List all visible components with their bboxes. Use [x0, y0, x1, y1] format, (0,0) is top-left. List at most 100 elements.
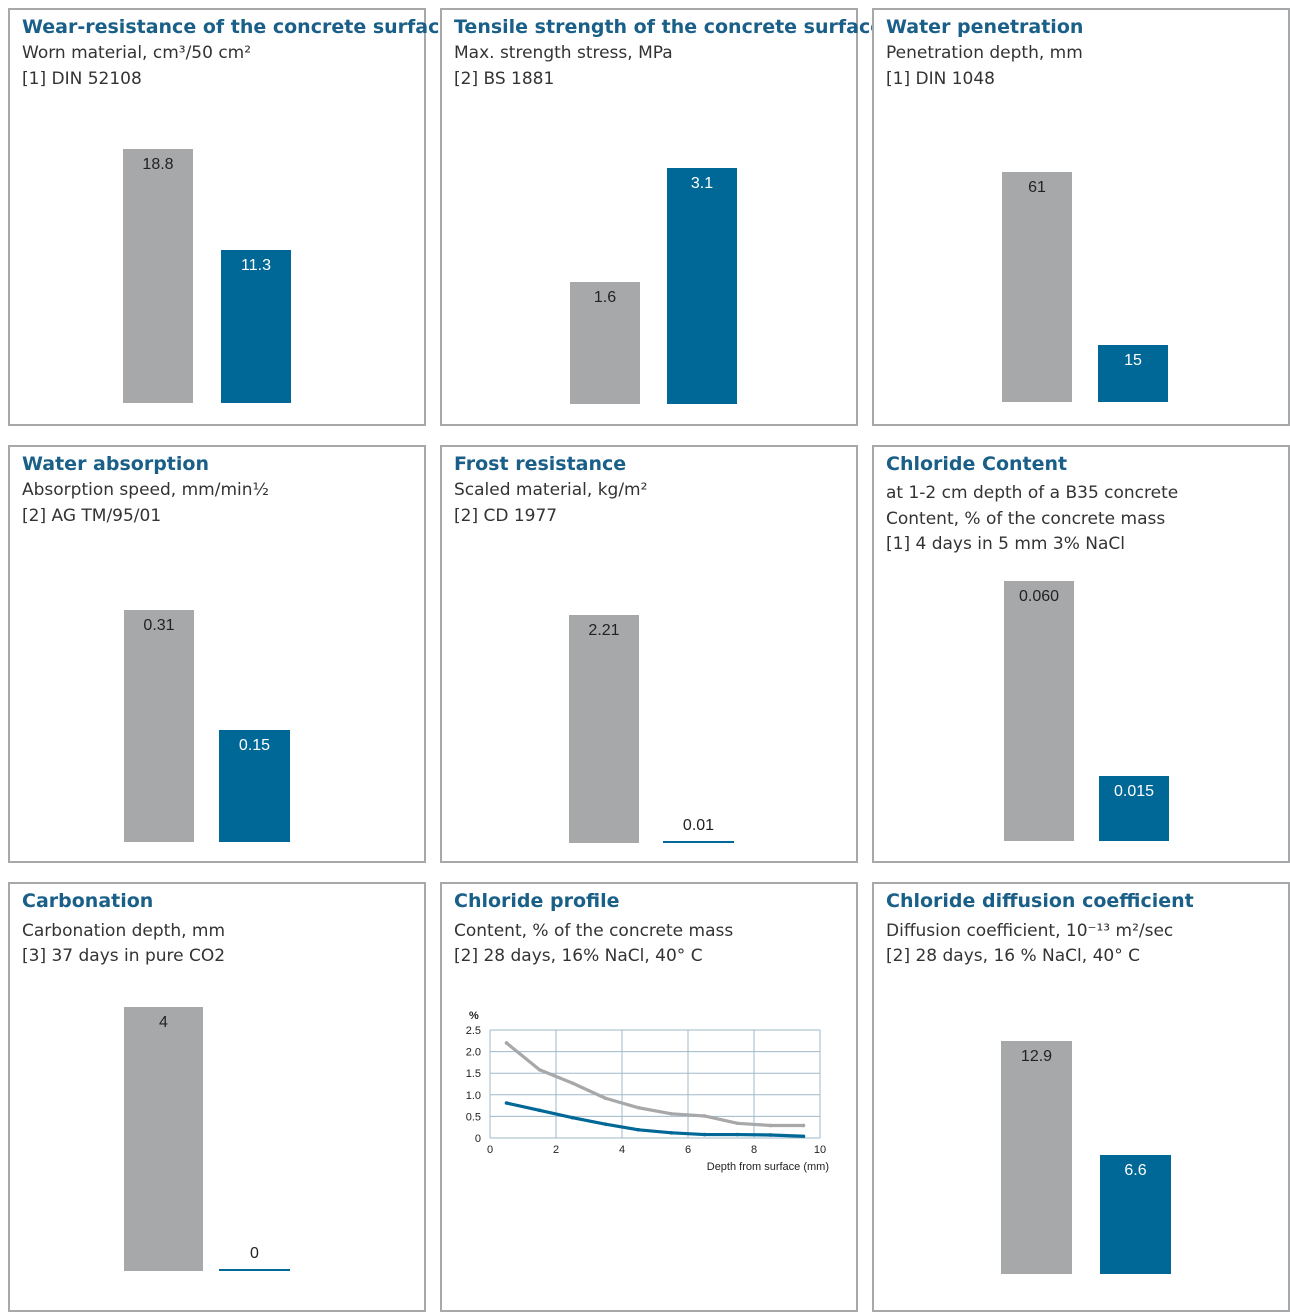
y-tick-label: 1.5 [466, 1068, 481, 1080]
y-axis-label: % [469, 1010, 479, 1022]
bar-reference: 0.060 [1004, 581, 1074, 841]
series-line-1 [505, 1041, 804, 1128]
bar-value-label: 0.015 [1113, 783, 1155, 800]
chloride-profile-line-chart: 0 2 4 6 8 10 0 0.5 1.0 1.5 2.0 2.5 % Depth from sur… [466, 1010, 829, 1173]
series-point [702, 1132, 707, 1137]
bar-value-label: 3.1 [690, 175, 714, 192]
series-point [768, 1123, 773, 1128]
panel-reference: [1] DIN 1048 [886, 69, 995, 89]
panel-title: Chloride profile [454, 890, 620, 912]
y-tick-label: 0.5 [466, 1111, 481, 1123]
series-point [537, 1108, 542, 1113]
series-point [504, 1101, 509, 1105]
panel-reference: [2] AG TM/95/01 [22, 506, 162, 526]
bar-value-label: 15 [1124, 352, 1142, 369]
bar-reference: 4 [124, 1007, 203, 1271]
bar-value-label: 0.31 [143, 617, 175, 634]
panel-subtitle: Worn material, cm³/50 cm² [22, 43, 252, 63]
bar-reference: 12.9 [1001, 1041, 1072, 1274]
panel-reference: [2] CD 1977 [454, 506, 558, 526]
y-tick-label: 2.0 [466, 1047, 481, 1059]
x-tick-label: 8 [751, 1144, 757, 1156]
series-point [537, 1067, 542, 1072]
series-point [636, 1127, 641, 1132]
panel-title: Water absorption [22, 453, 209, 475]
bar-product: 0.15 [219, 730, 290, 842]
series-lines [504, 1041, 806, 1139]
x-axis-label: Depth from surface (mm) [707, 1161, 829, 1173]
panel-chloride-diffusion: Chloride diffusion coefficient Diffusion… [872, 882, 1290, 1312]
series-point [603, 1096, 608, 1101]
bar-value-label: 2.21 [588, 622, 620, 639]
panel-title: Wear-resistance of the concrete surface [22, 16, 453, 38]
x-tick-label: 2 [553, 1144, 559, 1156]
bar-product: 0.015 [1099, 776, 1169, 841]
series-point [768, 1133, 773, 1137]
x-tick-label: 6 [685, 1144, 691, 1156]
panel-title: Chloride diffusion coefficient [886, 890, 1194, 912]
bar-reference: 2.21 [569, 615, 639, 843]
panel-tensile-strength: Tensile strength of the concrete surface… [440, 8, 883, 426]
panel-reference: [2] 28 days, 16 % NaCl, 40° C [886, 946, 1140, 966]
panel-reference: [3] 37 days in pure CO2 [22, 946, 226, 966]
x-tick-label: 0 [487, 1144, 493, 1156]
panel-carbonation: Carbonation Carbonation depth, mm [3] 37… [8, 882, 426, 1312]
series-point [669, 1112, 674, 1116]
bar-value-label: 1.6 [593, 289, 617, 306]
bar-product: 3.1 [667, 168, 737, 404]
bar-value-label: 0.15 [238, 737, 271, 754]
panel-subtitle: Content, % of the concrete mass [454, 921, 734, 941]
panel-subtitle-2: Content, % of the concrete mass [886, 509, 1166, 529]
panel-chloride-profile: Chloride profile Content, % of the concr… [440, 882, 858, 1312]
series-point [735, 1132, 740, 1137]
series-point [636, 1105, 641, 1110]
series-point [702, 1114, 707, 1118]
panel-chloride-content: Chloride Content at 1-2 cm depth of a B3… [872, 445, 1290, 863]
bar-value-label: 18.8 [142, 156, 174, 173]
panel-title: Chloride Content [886, 453, 1068, 475]
series-point [570, 1115, 575, 1120]
bar-value-label: 12.9 [1020, 1048, 1053, 1065]
series-point [801, 1123, 806, 1128]
bar-product: 6.6 [1100, 1155, 1171, 1274]
panel-frost-resistance: Frost resistance Scaled material, kg/m² … [440, 445, 858, 863]
y-tick-label: 2.5 [466, 1025, 481, 1037]
series-line-2 [506, 1101, 804, 1138]
bar-reference: 18.8 [123, 149, 193, 403]
bar-value-label: 0.060 [1018, 588, 1060, 605]
panel-subtitle: Penetration depth, mm [886, 43, 1083, 63]
y-tick-label: 0 [475, 1133, 481, 1145]
x-tick-label: 10 [814, 1144, 826, 1156]
y-tick-label: 1.0 [466, 1090, 481, 1102]
bar-value-label: 4 [159, 1014, 168, 1031]
panel-title: Tensile strength of the concrete surface [454, 16, 884, 38]
bar-value-label: 0 [250, 1245, 259, 1262]
panel-subtitle: Diffusion coefficient, 10⁻¹³ m²/sec [886, 921, 1174, 941]
series-point [504, 1041, 509, 1045]
bar-reference: 61 [1002, 172, 1072, 402]
bar-reference: 0.31 [124, 610, 194, 842]
bar-value-label: 61 [1028, 179, 1046, 196]
panel-water-absorption: Water absorption Absorption speed, mm/mi… [8, 445, 426, 863]
panel-title: Water penetration [886, 16, 1084, 38]
panel-subtitle: Carbonation depth, mm [22, 921, 226, 941]
panel-subtitle: Scaled material, kg/m² [454, 480, 648, 500]
panel-reference: [2] 28 days, 16% NaCl, 40° C [454, 946, 703, 966]
panel-subtitle: Absorption speed, mm/min½ [22, 480, 269, 500]
bar-value-label: 6.6 [1124, 1162, 1147, 1179]
panel-reference: [1] 4 days in 5 mm 3% NaCl [886, 534, 1125, 554]
panel-wear-resistance: Wear-resistance of the concrete surface … [8, 8, 452, 426]
series-point [801, 1134, 806, 1139]
series-point [735, 1121, 740, 1126]
panel-reference: [1] DIN 52108 [22, 69, 142, 89]
panel-reference: [2] BS 1881 [454, 69, 555, 89]
grid [489, 1029, 821, 1139]
tick-labels: 0 2 4 6 8 10 0 0.5 1.0 1.5 2.0 2.5 [466, 1025, 826, 1156]
series-point [669, 1131, 674, 1135]
panel-title: Frost resistance [454, 453, 627, 475]
x-tick-label: 4 [619, 1144, 625, 1156]
bar-reference: 1.6 [570, 282, 640, 404]
bar-value-label: 0.01 [682, 817, 715, 834]
bar-product: 15 [1098, 345, 1168, 402]
bar-value-label: 11.3 [241, 257, 271, 274]
